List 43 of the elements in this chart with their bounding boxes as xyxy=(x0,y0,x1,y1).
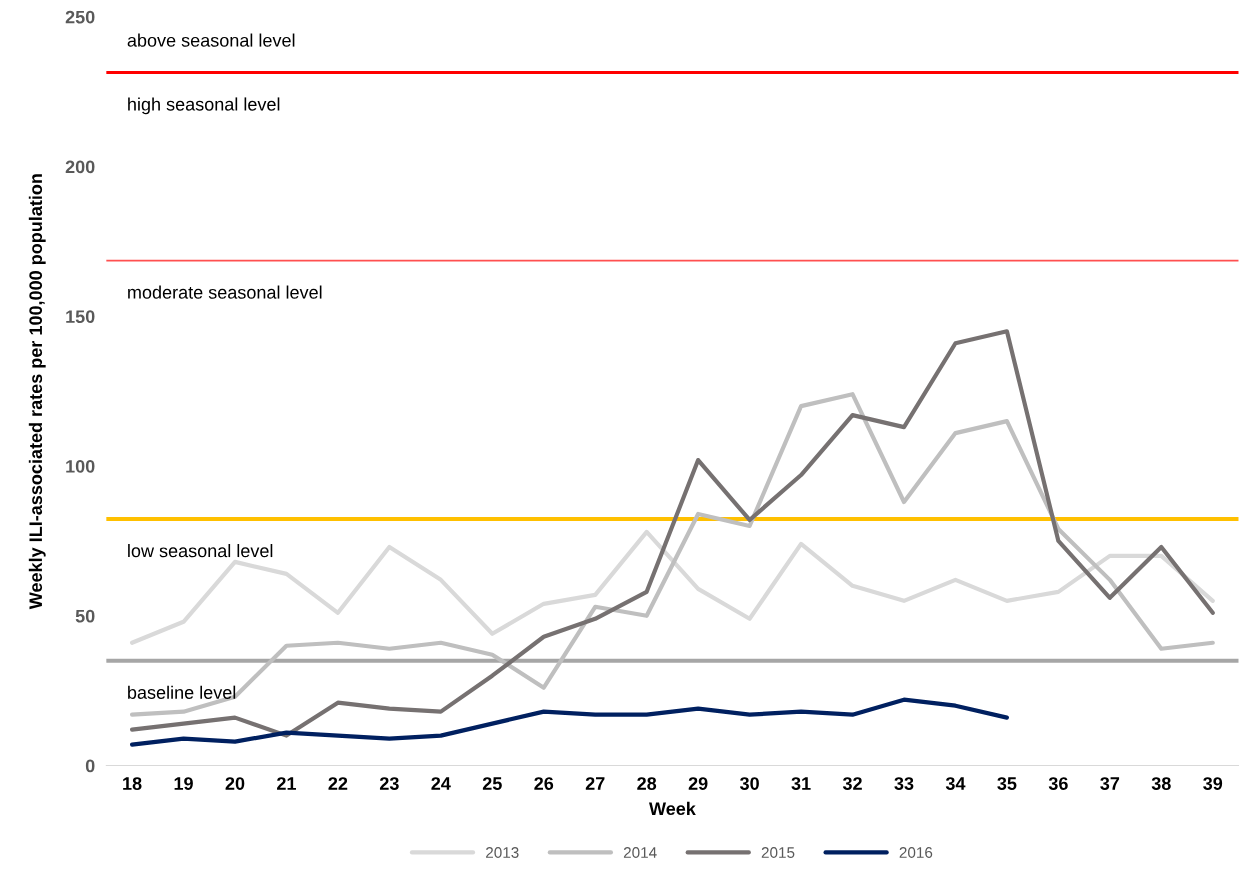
x-tick-label: 34 xyxy=(945,777,966,790)
legend-label: 2016 xyxy=(899,847,933,858)
line-series xyxy=(129,529,1215,645)
y-tick-label: 100 xyxy=(66,459,95,473)
line-series xyxy=(129,392,1215,717)
x-tick-label: 28 xyxy=(637,777,657,790)
y-axis-title: Weekly ILI-associated rates per 100,000 population xyxy=(28,174,46,610)
annotation: above seasonal level xyxy=(127,33,295,47)
x-tick-label: 22 xyxy=(328,777,348,790)
x-tick-label: 21 xyxy=(277,777,296,790)
y-tick-label: 0 xyxy=(85,759,95,773)
y-tick-label: 50 xyxy=(75,609,95,623)
annotation: baseline level xyxy=(128,685,236,699)
x-tick-label: 27 xyxy=(585,777,605,790)
x-tick-label: 19 xyxy=(174,777,193,790)
x-axis-title: Week xyxy=(649,801,696,816)
annotation: low seasonal level xyxy=(128,543,273,558)
x-tick-label: 30 xyxy=(739,777,759,790)
y-tick-label: 200 xyxy=(65,160,95,174)
x-tick-label: 31 xyxy=(791,777,811,790)
x-tick-label: 33 xyxy=(894,777,914,790)
legend-label: 2014 xyxy=(623,847,657,858)
x-tick-label: 39 xyxy=(1203,777,1223,790)
line-series xyxy=(129,329,1215,738)
x-tick-label: 20 xyxy=(225,777,245,790)
x-tick-label: 29 xyxy=(688,777,708,790)
x-tick-label: 23 xyxy=(379,777,399,790)
y-tick-label: 150 xyxy=(66,310,95,324)
x-tick-label: 25 xyxy=(482,777,502,790)
x-tick-label: 35 xyxy=(997,777,1017,790)
x-tick-label: 38 xyxy=(1151,777,1171,790)
x-tick-label: 26 xyxy=(534,777,554,790)
legend-label: 2015 xyxy=(761,847,795,858)
annotation: moderate seasonal level xyxy=(128,285,322,299)
y-tick-label: 250 xyxy=(65,10,95,24)
legend-label: 2013 xyxy=(486,847,519,858)
line-series xyxy=(129,697,1009,747)
x-tick-label: 18 xyxy=(123,777,142,790)
annotation: high seasonal level xyxy=(128,97,280,115)
x-tick-label: 24 xyxy=(431,777,451,790)
x-tick-label: 36 xyxy=(1048,777,1068,790)
x-tick-label: 37 xyxy=(1100,777,1120,790)
x-tick-label: 32 xyxy=(842,777,862,790)
